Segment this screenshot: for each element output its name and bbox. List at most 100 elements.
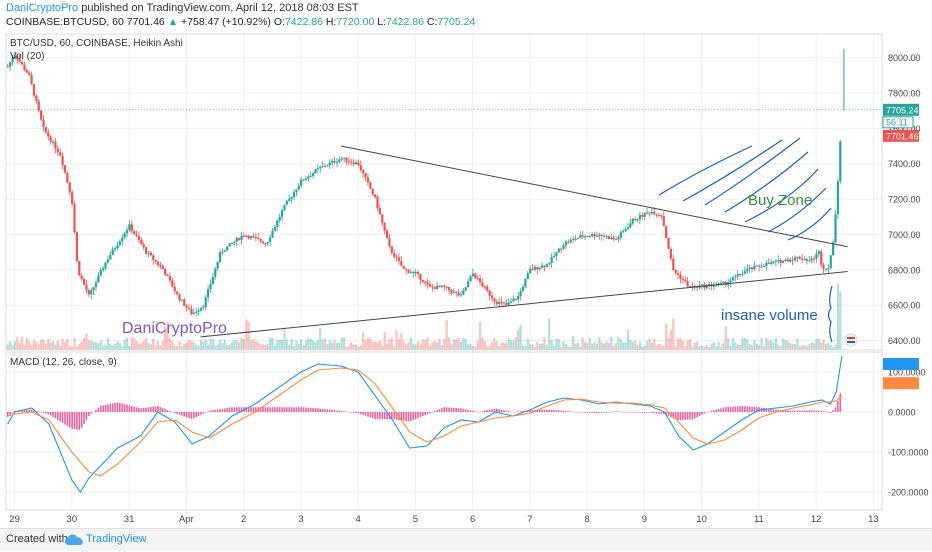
volume-bar [536, 341, 539, 350]
c-label: C: [426, 16, 438, 28]
trendlines[interactable] [200, 145, 848, 338]
candle-body [717, 283, 720, 285]
candle-body [457, 292, 460, 296]
volume-bar [257, 342, 260, 350]
candle-body [762, 266, 766, 268]
volume-bar [202, 341, 205, 350]
buy-zone-label: Buy Zone [748, 192, 812, 209]
volume-bar [464, 338, 467, 350]
volume-bar [195, 344, 198, 350]
candle-body [123, 233, 126, 238]
volume-bar [548, 318, 551, 350]
histogram-bar [30, 409, 33, 412]
volume-bar [335, 342, 339, 350]
candle-body [207, 289, 210, 298]
histogram-bar [90, 412, 93, 414]
candle-body [552, 255, 556, 257]
volume-bar [712, 342, 715, 350]
volume-bar [567, 346, 570, 350]
histogram-bar [374, 412, 376, 420]
histogram-bar [698, 412, 701, 416]
volume-bar [152, 338, 155, 350]
histogram-bar [693, 412, 696, 419]
volume-bar [164, 326, 167, 350]
histogram-bar [708, 411, 710, 413]
volume-bar [374, 341, 377, 350]
candle-body [99, 270, 102, 276]
volume-bar [218, 339, 222, 350]
volume-bar [500, 342, 503, 350]
volume-bar [142, 340, 145, 350]
candle-body [300, 179, 303, 186]
candle-body [419, 274, 422, 281]
histogram-bar [359, 412, 362, 415]
candle-body [6, 66, 9, 68]
volume-bar [216, 344, 219, 350]
histogram-bar [293, 407, 295, 412]
candle-body [765, 262, 768, 267]
histogram-bar [183, 412, 186, 417]
histogram-bar [104, 404, 107, 412]
chart-canvas[interactable]: 6400.00 6600.00 6800.00 7000.00 7200.00 7400.… [0, 0, 932, 528]
volume-bar [717, 341, 720, 350]
volume-bar [238, 341, 241, 350]
histogram-bar [102, 405, 104, 412]
volume-bar [834, 344, 837, 350]
price-tick-label: 7600.00 [888, 124, 921, 134]
descending-trendline[interactable] [340, 145, 848, 248]
volume-bar [824, 343, 828, 350]
candle-body [636, 219, 639, 221]
volume-bar [159, 346, 162, 350]
histogram-bar [88, 412, 90, 416]
candle-body [557, 248, 560, 253]
histogram-bar [500, 409, 503, 412]
candle-body [288, 198, 291, 202]
histogram-bar [522, 410, 524, 412]
histogram-bar [794, 410, 796, 412]
candle-body [674, 270, 677, 273]
histogram-bar [667, 412, 670, 417]
histogram-bar [114, 402, 116, 412]
volume-bar [340, 337, 343, 350]
buy-zone-stroke [724, 151, 809, 213]
candle-body [92, 287, 95, 291]
histogram-bar [634, 412, 636, 413]
volume-bar [469, 343, 472, 350]
volume-bar [440, 344, 444, 350]
candle-body [405, 268, 408, 270]
tradingview-brand[interactable]: TradingView [86, 533, 147, 545]
volume-bar [560, 346, 563, 350]
volume-bar [471, 345, 475, 350]
volume-bar [538, 344, 541, 350]
volume-bar [90, 340, 93, 350]
candle-body [238, 237, 241, 240]
candle-body [240, 235, 243, 240]
ascending-trendline[interactable] [200, 271, 848, 338]
candle-body [564, 241, 568, 246]
candle-body [195, 311, 198, 313]
prev-price-label: 7701.46 [886, 131, 919, 141]
histogram-bar [338, 410, 341, 412]
candle-body [102, 268, 105, 271]
last-price: 7701.46 [126, 16, 165, 28]
candle-body [362, 170, 365, 174]
candle-body [269, 237, 272, 243]
volume-bar [493, 337, 496, 350]
histogram-bar [767, 408, 770, 412]
candle-body [533, 266, 537, 270]
histogram-bar [171, 412, 174, 413]
volume-bar [85, 333, 88, 350]
candle-body [192, 312, 195, 315]
histogram-bar [593, 412, 596, 414]
volume-bar [345, 346, 348, 350]
histogram-bar [627, 412, 629, 413]
candle-body [572, 238, 575, 240]
candle-body [469, 276, 472, 282]
candle-body [421, 280, 424, 283]
candle-body [741, 273, 744, 275]
candle-body [56, 148, 59, 153]
histogram-bar [519, 411, 522, 412]
author-link[interactable]: DaniCryptoPro [6, 2, 79, 14]
histogram-bar [76, 412, 78, 430]
histogram-bar [400, 412, 403, 421]
